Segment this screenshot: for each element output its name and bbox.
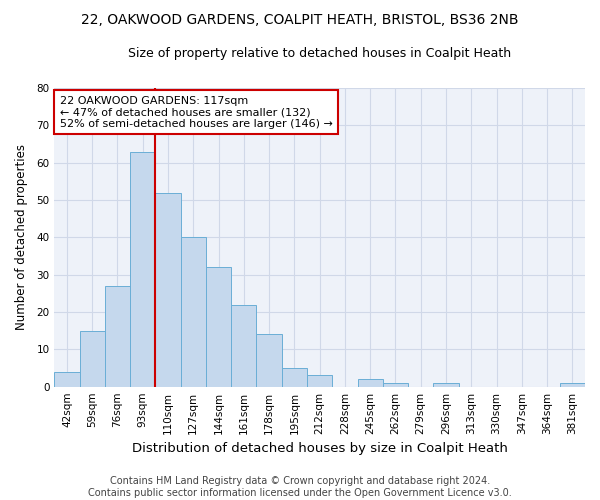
Bar [130, 152, 155, 386]
Bar [560, 383, 585, 386]
Bar [231, 304, 256, 386]
Bar [55, 372, 80, 386]
Bar [206, 267, 231, 386]
Text: 22 OAKWOOD GARDENS: 117sqm
← 47% of detached houses are smaller (132)
52% of sem: 22 OAKWOOD GARDENS: 117sqm ← 47% of deta… [59, 96, 332, 128]
Title: Size of property relative to detached houses in Coalpit Heath: Size of property relative to detached ho… [128, 48, 511, 60]
Bar [358, 379, 383, 386]
Bar [383, 383, 408, 386]
Bar [105, 286, 130, 386]
Text: Contains HM Land Registry data © Crown copyright and database right 2024.
Contai: Contains HM Land Registry data © Crown c… [88, 476, 512, 498]
Bar [433, 383, 458, 386]
Bar [307, 376, 332, 386]
Text: 22, OAKWOOD GARDENS, COALPIT HEATH, BRISTOL, BS36 2NB: 22, OAKWOOD GARDENS, COALPIT HEATH, BRIS… [81, 12, 519, 26]
Bar [282, 368, 307, 386]
Bar [155, 192, 181, 386]
Bar [80, 330, 105, 386]
Bar [256, 334, 282, 386]
Y-axis label: Number of detached properties: Number of detached properties [15, 144, 28, 330]
X-axis label: Distribution of detached houses by size in Coalpit Heath: Distribution of detached houses by size … [132, 442, 508, 455]
Bar [181, 238, 206, 386]
